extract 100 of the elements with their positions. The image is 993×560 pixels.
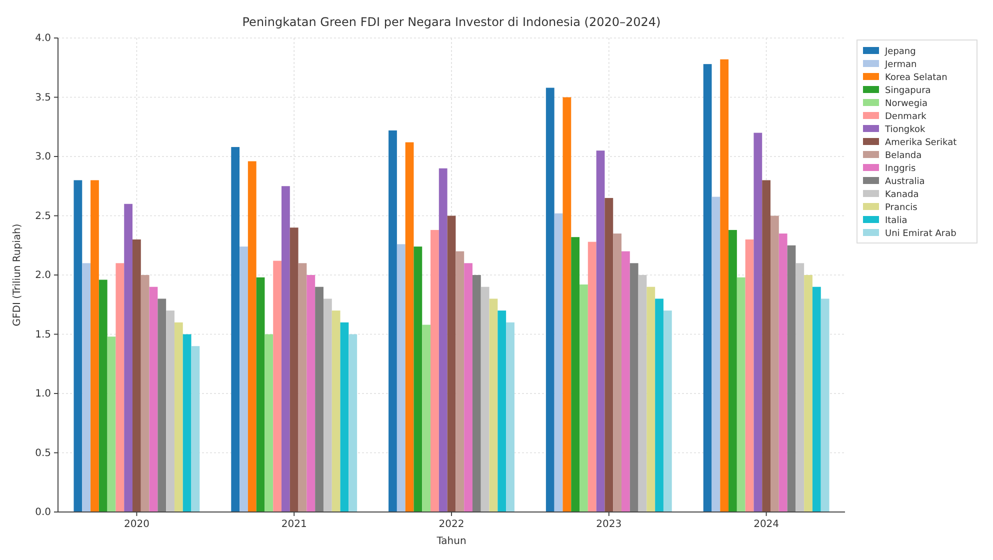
- bar: [182, 334, 192, 512]
- x-tick-label: 2022: [438, 519, 464, 530]
- bar: [124, 204, 133, 512]
- bar: [191, 346, 200, 512]
- y-tick-label: 0.0: [35, 507, 51, 518]
- bar: [546, 88, 554, 512]
- legend-label: Norwegia: [885, 99, 928, 109]
- bar: [332, 310, 340, 512]
- legend-label: Prancis: [885, 203, 918, 213]
- bar: [613, 234, 622, 512]
- y-tick-label: 1.5: [35, 329, 51, 340]
- legend-label: Uni Emirat Arab: [885, 229, 957, 239]
- bar: [745, 239, 754, 512]
- bar: [480, 286, 490, 512]
- bar: [323, 298, 332, 512]
- bar: [770, 216, 779, 512]
- bar: [82, 263, 91, 512]
- bar: [430, 230, 439, 512]
- bar: [306, 275, 316, 512]
- bar: [132, 239, 141, 512]
- bar: [231, 147, 240, 512]
- legend-label: Jerman: [884, 60, 917, 70]
- bar: [787, 245, 796, 512]
- bar: [422, 324, 431, 512]
- bar: [646, 286, 656, 512]
- bar: [456, 251, 464, 512]
- bar: [396, 244, 406, 512]
- bar: [388, 130, 397, 512]
- y-tick-label: 3.0: [35, 152, 51, 163]
- bar: [140, 275, 150, 512]
- bar: [472, 275, 481, 512]
- bar: [414, 246, 422, 512]
- x-tick-label: 2024: [754, 519, 780, 530]
- legend-label: Amerika Serikat: [885, 138, 958, 148]
- legend-label: Kanada: [885, 190, 919, 200]
- bar: [588, 242, 596, 512]
- bar: [712, 196, 720, 512]
- legend-label: Singapura: [885, 86, 931, 96]
- bar: [340, 322, 349, 512]
- bar: [571, 237, 580, 512]
- legend-label: Inggris: [885, 164, 916, 174]
- bar: [107, 336, 116, 512]
- bar: [116, 263, 124, 512]
- bar: [812, 286, 821, 512]
- y-axis-title: GFDI (Triliun Rupiah): [12, 224, 23, 326]
- bar: [796, 263, 804, 512]
- bar: [762, 180, 770, 512]
- bar: [754, 132, 762, 512]
- bar: [298, 263, 307, 512]
- bar: [464, 263, 472, 512]
- y-tick-label: 0.5: [35, 448, 51, 459]
- y-tick-label: 3.5: [35, 92, 51, 104]
- bar: [447, 216, 456, 512]
- bar: [663, 310, 672, 512]
- bar: [166, 310, 174, 512]
- bar: [290, 228, 298, 512]
- x-tick-label: 2023: [596, 519, 622, 530]
- bar: [489, 298, 498, 512]
- x-tick-label: 2021: [281, 519, 307, 530]
- bar: [728, 230, 737, 512]
- bar: [720, 59, 729, 512]
- bar: [264, 334, 274, 512]
- bar: [273, 260, 282, 512]
- bar: [315, 286, 324, 512]
- bar: [149, 286, 158, 512]
- legend-label: Tiongkok: [884, 125, 926, 135]
- bar: [158, 298, 166, 512]
- bar: [174, 322, 183, 512]
- bar: [498, 310, 506, 512]
- bar: [98, 280, 108, 512]
- legend-label: Korea Selatan: [885, 73, 948, 83]
- bar: [256, 277, 265, 512]
- y-tick-label: 4.0: [35, 33, 51, 44]
- bar: [638, 275, 647, 512]
- y-tick-label: 1.0: [35, 388, 51, 400]
- bar: [630, 263, 638, 512]
- bar: [348, 334, 358, 512]
- bar: [90, 180, 99, 512]
- bar: [820, 298, 830, 512]
- bar: [438, 168, 448, 512]
- legend-label: Italia: [885, 216, 908, 226]
- y-tick-label: 2.0: [35, 270, 51, 282]
- bar: [506, 322, 514, 512]
- bar: [240, 246, 248, 512]
- legend-label: Australia: [885, 177, 925, 187]
- chart-title: Peningkatan Green FDI per Negara Investor di Indonesia (2020–2024): [242, 15, 661, 29]
- bar: [74, 180, 82, 512]
- bar: [778, 234, 788, 512]
- x-axis-title: Tahun: [436, 536, 466, 547]
- bar: [596, 150, 605, 512]
- bar: [248, 161, 256, 512]
- bar: [282, 186, 290, 512]
- bar: [703, 64, 712, 512]
- bar: [580, 284, 588, 512]
- legend-label: Denmark: [885, 112, 928, 122]
- bar: [562, 97, 572, 512]
- bar: [804, 275, 812, 512]
- bar: [405, 142, 414, 512]
- x-tick-label: 2020: [124, 519, 150, 530]
- bar: [604, 198, 614, 512]
